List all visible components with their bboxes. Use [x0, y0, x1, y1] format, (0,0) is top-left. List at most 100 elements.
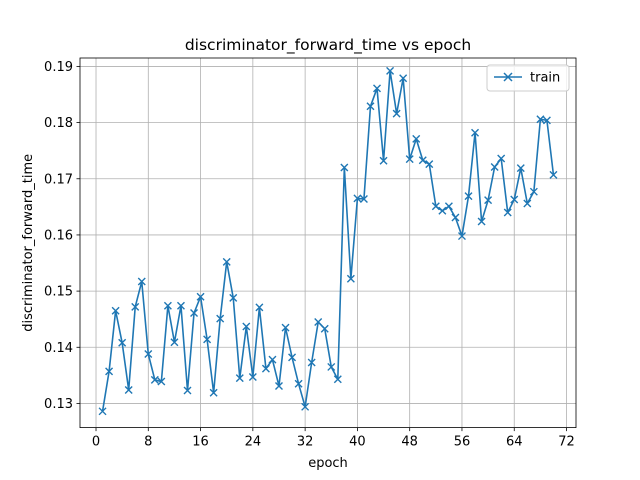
data-point [111, 306, 120, 315]
data-point [150, 375, 159, 384]
axes-frame [79, 57, 577, 429]
data-point [196, 292, 205, 301]
data-point [157, 377, 166, 386]
data-point [451, 213, 460, 222]
data-point [203, 335, 212, 344]
data-point [373, 84, 382, 93]
data-point [529, 187, 538, 196]
data-point [222, 257, 231, 266]
y-axis: 0.13 0.14 0.15 0.16 0.17 0.18 0.19 [44, 60, 80, 412]
data-point [379, 156, 388, 165]
data-point [353, 194, 362, 203]
data-point [359, 194, 368, 203]
data-point [163, 301, 172, 310]
data-point [444, 202, 453, 211]
y-tick-label: 0.19 [44, 60, 73, 75]
y-tick-label: 0.16 [44, 228, 73, 243]
data-point [144, 350, 153, 359]
data-point [124, 385, 133, 394]
chart-title: discriminator_forward_time vs epoch [185, 36, 471, 55]
data-point [281, 323, 290, 332]
data-point [327, 362, 336, 371]
y-tick-label: 0.17 [44, 172, 73, 187]
data-point [392, 109, 401, 118]
x-tick-label: 64 [506, 435, 523, 450]
data-point [438, 206, 447, 215]
y-tick-label: 0.13 [44, 397, 73, 412]
data-point [536, 115, 545, 124]
data-point [170, 338, 179, 347]
data-point [288, 353, 297, 362]
data-point [503, 208, 512, 217]
y-tick-label: 0.18 [44, 116, 73, 131]
x-tick-label: 56 [454, 435, 471, 450]
data-point [405, 155, 414, 164]
data-point [464, 192, 473, 201]
data-point [131, 302, 140, 311]
data-point [431, 202, 440, 211]
data-point [425, 160, 434, 169]
data-point [333, 375, 342, 384]
data-point [176, 301, 185, 310]
data-point [301, 402, 310, 411]
x-tick-label: 32 [297, 435, 314, 450]
data-point [248, 373, 257, 382]
y-tick-label: 0.15 [44, 285, 73, 300]
x-tick-label: 8 [144, 435, 152, 450]
data-point [549, 170, 558, 179]
data-point [490, 162, 499, 171]
data-point [399, 74, 408, 83]
data-point [190, 309, 199, 318]
data-point [137, 277, 146, 286]
data-point [314, 318, 323, 326]
legend-label-train: train [530, 71, 560, 86]
series-layer [98, 66, 558, 416]
data-point [307, 358, 316, 367]
data-point [484, 196, 493, 205]
data-point [294, 379, 303, 388]
data-point [242, 322, 251, 331]
data-point [261, 364, 270, 373]
x-tick-label: 16 [192, 435, 209, 450]
data-point [105, 367, 114, 376]
data-point [510, 195, 519, 204]
data-point [366, 102, 375, 111]
data-point [346, 274, 355, 283]
data-point [516, 164, 525, 173]
data-point [229, 293, 238, 302]
x-tick-label: 40 [349, 435, 366, 450]
data-point [412, 134, 421, 143]
data-point [471, 128, 480, 137]
data-point [268, 355, 277, 364]
x-axis-label: epoch [308, 456, 348, 471]
x-tick-label: 48 [401, 435, 418, 450]
legend-marker-icon [503, 72, 513, 82]
data-point [457, 232, 466, 241]
x-tick-label: 24 [245, 435, 262, 450]
data-point [183, 386, 192, 395]
series-line-train [101, 70, 555, 412]
data-point [497, 154, 506, 163]
y-tick-label: 0.14 [44, 341, 73, 356]
data-point [209, 388, 218, 397]
grid [80, 58, 576, 428]
data-point [118, 338, 127, 347]
x-tick-label: 0 [92, 435, 100, 450]
y-axis-label: discriminator_forward_time [21, 154, 36, 332]
data-point [542, 116, 551, 125]
x-tick-label: 72 [558, 435, 575, 450]
data-point [216, 314, 225, 323]
data-point [523, 199, 532, 208]
x-axis: 0 8 16 24 32 40 48 56 64 72 [92, 427, 575, 450]
data-point [386, 66, 395, 75]
data-point [255, 303, 264, 312]
data-point [418, 156, 427, 165]
data-point [340, 163, 349, 172]
legend-box [486, 64, 570, 92]
data-point [274, 382, 283, 391]
data-point [320, 324, 329, 333]
data-point [477, 217, 486, 226]
data-point [235, 374, 244, 383]
data-point [98, 407, 107, 416]
